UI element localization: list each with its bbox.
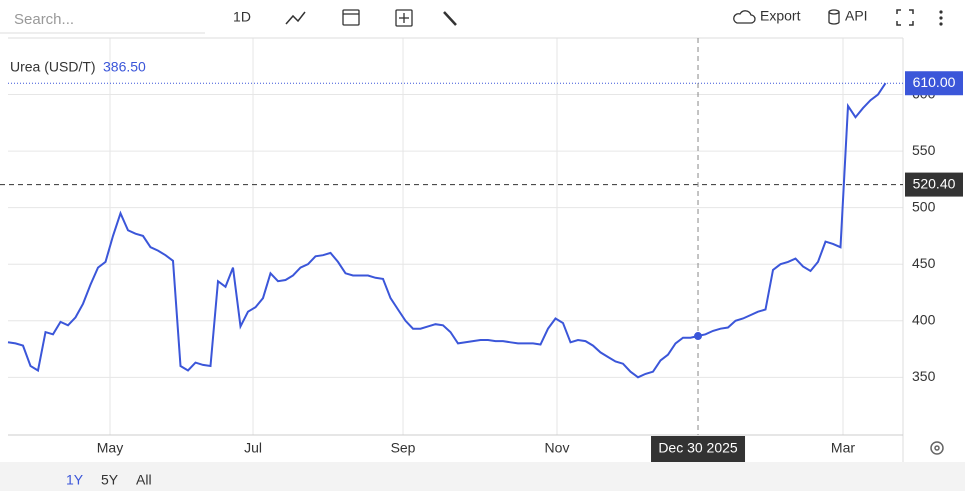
last-value-label: 610.00: [913, 74, 956, 90]
series-line: [7, 82, 887, 379]
api-icon[interactable]: [828, 9, 840, 25]
range-button[interactable]: All: [136, 472, 152, 488]
range-button[interactable]: 1Y: [66, 472, 84, 488]
export-icon[interactable]: [733, 10, 756, 24]
x-tick-label: Nov: [545, 440, 570, 456]
x-tick-label: Sep: [391, 440, 416, 456]
cursor-x-tag: [651, 436, 746, 462]
cursor-x-label: Dec 30 2025: [658, 440, 738, 456]
hover-value: 386.50: [103, 59, 146, 75]
calendar-icon[interactable]: [342, 9, 360, 26]
chart-type-icon[interactable]: [285, 11, 306, 25]
y-tick-label: 400: [912, 311, 936, 327]
series-label: Urea (USD/T): [10, 59, 96, 75]
bottom-bar: [0, 462, 965, 491]
api-button[interactable]: API: [845, 8, 868, 24]
search-box[interactable]: Search...: [14, 11, 74, 28]
settings-icon[interactable]: [930, 441, 944, 455]
interval-button[interactable]: 1D: [233, 9, 251, 25]
range-button[interactable]: 5Y: [101, 472, 119, 488]
cursor-y-tag: [905, 172, 963, 197]
tools-icon[interactable]: [443, 11, 457, 26]
fullscreen-icon[interactable]: [896, 9, 914, 26]
last-value-tag: [905, 71, 963, 96]
x-tick-label: Jul: [244, 440, 262, 456]
x-tick-label: May: [97, 440, 123, 456]
y-tick-label: 450: [912, 255, 936, 271]
export-button[interactable]: Export: [760, 8, 801, 24]
add-icon[interactable]: [395, 9, 413, 27]
cursor-y-label: 520.40: [913, 175, 956, 191]
y-tick-label: 350: [912, 368, 936, 384]
y-tick-label: 500: [912, 198, 936, 214]
range-buttons: 1Y 5Y All: [66, 472, 152, 488]
y-tick-label: 550: [912, 142, 936, 158]
x-tick-label: Mar: [831, 440, 855, 456]
menu-icon[interactable]: [939, 10, 943, 26]
hover-point: [694, 332, 703, 341]
